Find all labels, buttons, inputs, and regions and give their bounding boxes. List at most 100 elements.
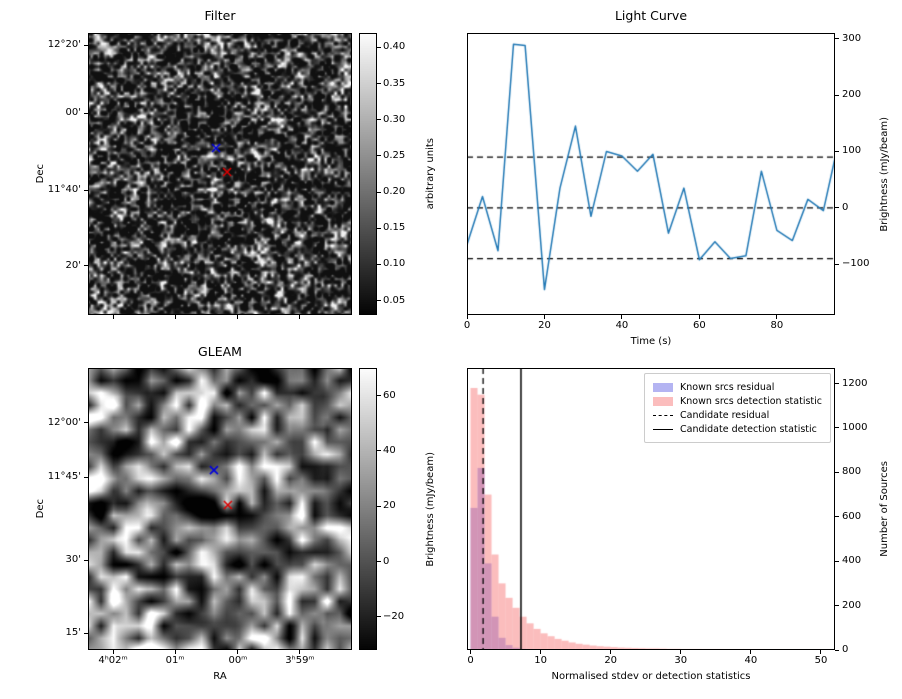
tick-mark: [835, 94, 839, 96]
tick-label: 20: [604, 655, 618, 666]
tick-label: 100: [842, 145, 862, 157]
tick-mark: [835, 516, 839, 518]
tick-label: 60: [693, 320, 706, 331]
histogram-xlabel: Normalised stdev or detection statistics: [551, 671, 751, 682]
tick-mark: [377, 450, 381, 452]
tick-label: 40: [615, 320, 629, 331]
tick-mark: [680, 650, 682, 654]
tick-label: 12°00': [47, 416, 81, 428]
filter-ylabel-text: Dec: [34, 164, 46, 184]
tick-mark: [237, 315, 239, 319]
histogram-ylabel-text: Number of Sources: [878, 461, 890, 557]
legend-patch-known-detection: [653, 396, 673, 406]
tick-mark: [610, 650, 612, 654]
tick-label: 80: [770, 320, 784, 331]
legend-dashed-line-sample: [653, 414, 673, 416]
tick-label: 200: [842, 599, 862, 611]
legend-row: Known srcs detection statistic: [653, 395, 822, 407]
panel-title-gleam: GLEAM: [198, 344, 242, 359]
gleam-noise-image: [88, 368, 352, 650]
legend-row: Candidate residual: [653, 409, 822, 421]
tick-mark: [835, 150, 839, 152]
tick-mark: [750, 650, 752, 654]
gleam-colorbar: [359, 368, 377, 650]
legend-row: Known srcs residual: [653, 381, 822, 393]
filter-panel: [88, 33, 352, 315]
legend-label: Candidate detection statistic: [680, 423, 817, 435]
tick-mark: [621, 315, 623, 319]
legend-solid-line-sample: [653, 428, 673, 430]
tick-label: 40: [744, 655, 758, 666]
tick-mark: [377, 616, 381, 618]
tick-mark: [776, 315, 778, 319]
tick-label: 0.20: [383, 186, 406, 198]
tick-mark: [84, 422, 88, 424]
tick-label: 1000: [842, 421, 868, 433]
tick-mark: [174, 315, 176, 319]
tick-mark: [835, 605, 839, 607]
tick-mark: [174, 650, 176, 654]
tick-mark: [377, 300, 381, 302]
tick-mark: [84, 112, 88, 114]
legend-patch-known-residual: [653, 382, 673, 392]
panel-title-light-curve: Light Curve: [614, 8, 688, 23]
tick-label: 0: [842, 201, 849, 213]
tick-label: 40: [383, 444, 396, 456]
gleam-panel: [88, 368, 352, 650]
panel-title-filter: Filter: [204, 8, 236, 23]
tick-mark: [84, 189, 88, 191]
tick-mark: [540, 650, 542, 654]
tick-mark: [377, 561, 381, 563]
tick-mark: [299, 315, 301, 319]
tick-label: 50: [814, 655, 828, 666]
tick-mark: [299, 650, 301, 654]
tick-label: 3ʰ59ᵐ: [285, 655, 315, 666]
tick-label: 0: [383, 555, 390, 567]
tick-label: 0.30: [383, 113, 406, 125]
tick-label: 30: [674, 655, 688, 666]
tick-mark: [835, 427, 839, 429]
tick-mark: [84, 265, 88, 267]
filter-noise-image: [88, 33, 352, 315]
light-curve-ylabel-text: Brightness (mJy/beam): [878, 116, 890, 232]
tick-label: 0.15: [383, 222, 406, 234]
legend-label: Known srcs detection statistic: [680, 395, 822, 407]
light-curve-panel: [467, 33, 835, 315]
tick-mark: [84, 476, 88, 478]
light-curve-ylabel: Brightness (mJy/beam): [874, 33, 894, 315]
tick-label: 0: [463, 320, 471, 331]
tick-mark: [820, 650, 822, 654]
tick-mark: [377, 505, 381, 507]
tick-label: 0.35: [383, 77, 406, 89]
tick-label: 11°40': [47, 184, 81, 196]
tick-label: 400: [842, 555, 862, 567]
filter-ylabel: Dec: [30, 33, 50, 315]
tick-label: 300: [842, 32, 862, 44]
tick-label: 30': [65, 554, 81, 566]
tick-label: 00ᵐ: [228, 655, 248, 666]
tick-label: 1200: [842, 377, 868, 389]
tick-mark: [84, 559, 88, 561]
tick-mark: [377, 395, 381, 397]
tick-label: 0.05: [383, 294, 406, 306]
tick-label: 11°45': [47, 471, 81, 483]
histogram-ylabel: Number of Sources: [874, 368, 894, 650]
filter-colorbar-panel: [359, 33, 377, 315]
tick-label: 0: [467, 655, 474, 666]
tick-label: 10: [534, 655, 547, 666]
tick-label: 200: [842, 89, 862, 101]
tick-mark: [377, 119, 381, 121]
tick-mark: [377, 191, 381, 193]
tick-mark: [377, 263, 381, 265]
tick-mark: [835, 649, 839, 651]
tick-label: 0.25: [383, 149, 406, 161]
tick-mark: [466, 315, 468, 319]
legend-label: Known srcs residual: [680, 381, 775, 393]
tick-mark: [84, 44, 88, 46]
filter-colorbar-label-text: arbitrary units: [424, 138, 436, 210]
gleam-ylabel-text: Dec: [34, 499, 46, 519]
light-curve-plot: [467, 33, 835, 315]
tick-mark: [835, 263, 839, 265]
tick-label: 800: [842, 466, 862, 478]
